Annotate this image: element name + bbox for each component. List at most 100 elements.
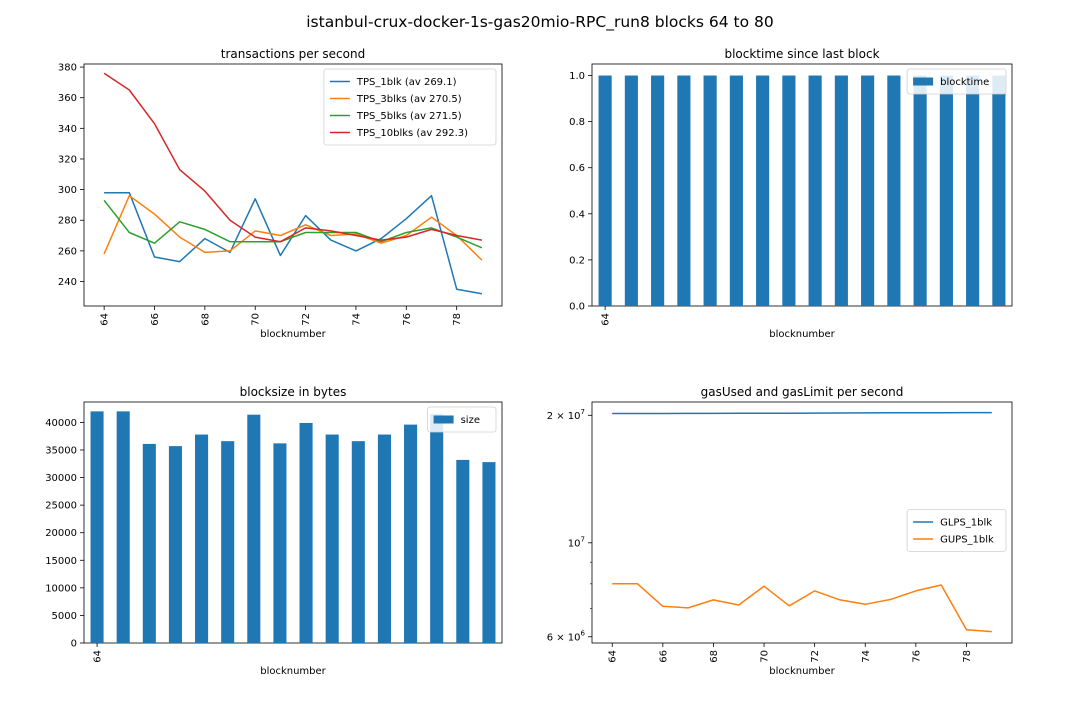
bar-69: [729, 75, 743, 307]
axes-frame: [591, 401, 1013, 644]
bar-66: [651, 75, 665, 307]
y-tick-label: 240: [58, 277, 77, 288]
y-tick-label: 260: [58, 246, 77, 257]
legend-entry: GLPS_1blk: [940, 518, 992, 529]
y-tick-label: 0.0: [569, 302, 585, 313]
y-tick-label: 40000: [45, 418, 77, 429]
panel-title: transactions per second: [221, 47, 365, 61]
y-tick-label: 0.8: [569, 117, 585, 128]
x-tick-label: 64: [93, 650, 104, 663]
x-tick-label: 64: [608, 650, 619, 663]
y-tick-label: 340: [58, 124, 77, 135]
y-tick-label: 20000: [45, 528, 77, 539]
bar-73: [834, 75, 848, 307]
y-tick-label: 5000: [52, 611, 77, 622]
panel-title: blocksize in bytes: [240, 385, 347, 399]
series-line-1: [612, 583, 992, 633]
legend-box: [427, 406, 497, 433]
y-tick-label: 0: [71, 639, 77, 650]
bar-66: [142, 443, 156, 643]
y-tick-label: 280: [58, 216, 77, 227]
axes-frame: [591, 63, 1013, 307]
bar-78: [456, 459, 470, 643]
x-tick-label: 64: [601, 313, 612, 326]
x-tick-label: 74: [861, 650, 872, 663]
x-tick-label: 70: [251, 313, 262, 326]
x-tick-label: 74: [351, 313, 362, 326]
x-tick-label: 78: [962, 650, 973, 663]
legend-box: [906, 68, 1007, 95]
y-tick-label: 25000: [45, 501, 77, 512]
legend-entry: TPS_5blks (av 271.5): [356, 111, 462, 122]
bar-76: [913, 75, 927, 307]
y-tick-label: 300: [58, 185, 77, 196]
legend-entry: TPS_1blk (av 269.1): [356, 77, 457, 88]
bar-79: [992, 75, 1006, 307]
y-tick-mantissa: 2 × 10: [547, 411, 581, 422]
bar-79: [482, 462, 496, 643]
bar-76: [404, 424, 418, 643]
legend-swatch: [913, 77, 934, 86]
x-tick-label: 76: [402, 313, 413, 326]
legend: TPS_1blk (av 269.1) TPS_3blks (av 270.5) T…: [323, 68, 497, 146]
bar-64: [598, 75, 612, 307]
x-tick-label: 78: [452, 313, 463, 326]
bar-67: [677, 75, 691, 307]
panel-tps: transactions per second blocknumber 64 66 68…: [58, 47, 503, 340]
bar-73: [325, 434, 339, 643]
series-line-2: [103, 199, 483, 249]
legend-box: [906, 509, 1007, 552]
series-line-1: [103, 194, 483, 261]
legend-swatch: [433, 415, 454, 424]
series-line-3: [103, 72, 483, 243]
y-tick-exponent: 7: [581, 408, 585, 416]
y-tick-label: 15000: [45, 556, 77, 567]
legend-entry: size: [461, 415, 480, 426]
bar-67: [168, 446, 182, 643]
panel-title: gasUsed and gasLimit per second: [701, 385, 904, 399]
legend-entry: TPS_3blks (av 270.5): [356, 94, 462, 105]
bar-72: [808, 75, 822, 307]
y-tick-label: 0.2: [569, 255, 585, 266]
legend-box: [323, 68, 497, 146]
panel-title: blocktime since last block: [724, 47, 879, 61]
bar-71: [273, 443, 287, 643]
y-tick-label: 2 × 107: [547, 408, 585, 422]
x-axis-label: blocknumber: [769, 329, 835, 340]
panel-blocksize: blocksize in bytes blocknumber 0 5000 10000 1…: [45, 385, 503, 677]
bar-72: [299, 422, 313, 643]
y-tick-label: 6 × 106: [547, 629, 586, 643]
legend-entry: blocktime: [940, 77, 989, 88]
x-axis-label: blocknumber: [769, 666, 835, 677]
legend: size: [427, 406, 497, 433]
bar-70: [247, 414, 261, 643]
legend-entry: TPS_10blks (av 292.3): [356, 128, 468, 139]
x-tick-label: 66: [658, 650, 669, 663]
axes-frame: [83, 63, 503, 307]
panel-blocktime: blocktime since last block blocknumber 0.0…: [569, 47, 1013, 340]
bar-68: [195, 434, 209, 643]
y-tick-label: 0.4: [569, 209, 585, 220]
bar-65: [116, 411, 130, 643]
bar-78: [966, 75, 980, 307]
bar-75: [377, 434, 391, 643]
axes-frame: [83, 401, 503, 644]
bar-68: [703, 75, 717, 307]
series-line-0: [104, 191, 483, 295]
figure-suptitle: istanbul-crux-docker-1s-gas20mio-RPC_run…: [306, 13, 774, 32]
y-tick-label: 35000: [45, 445, 77, 456]
x-axis-label: blocknumber: [260, 666, 326, 677]
x-tick-label: 64: [100, 313, 111, 326]
y-tick-label: 30000: [45, 473, 77, 484]
bar-65: [624, 75, 638, 307]
y-tick-label: 380: [58, 63, 77, 74]
bar-74: [351, 441, 365, 643]
x-tick-label: 68: [709, 650, 720, 663]
x-tick-label: 72: [301, 313, 312, 326]
bar-69: [221, 441, 235, 643]
y-tick-label: 1.0: [569, 71, 585, 82]
y-tick-label: 320: [58, 154, 77, 165]
legend: blocktime: [906, 68, 1007, 95]
x-tick-label: 72: [810, 650, 821, 663]
